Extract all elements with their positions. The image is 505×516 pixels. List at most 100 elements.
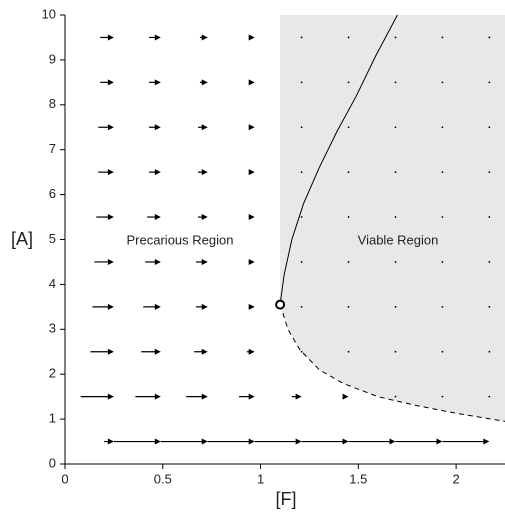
vector-dot	[394, 126, 397, 129]
vector	[441, 395, 444, 398]
vector-head	[248, 303, 255, 310]
x-tick-label: 1.5	[349, 471, 367, 486]
y-tick-label: 5	[49, 231, 56, 246]
vector	[394, 36, 397, 39]
vector-dot	[347, 350, 350, 353]
vector-head	[107, 169, 114, 176]
shade-layer	[280, 15, 505, 422]
vector-dot	[347, 81, 350, 84]
vector-head	[436, 438, 443, 445]
vector-dot	[394, 36, 397, 39]
vector	[342, 393, 349, 400]
vector	[248, 214, 255, 221]
vector	[199, 79, 208, 86]
vector-dot	[441, 395, 444, 398]
x-tick-label: 1	[257, 471, 264, 486]
vector	[347, 216, 350, 218]
vector	[442, 438, 490, 445]
vector	[488, 350, 491, 353]
vector	[348, 438, 396, 445]
y-axis-label: [A]	[11, 229, 33, 249]
vector	[291, 393, 302, 400]
vector-dot	[488, 305, 491, 308]
vector-dot	[488, 350, 491, 353]
vector	[186, 393, 208, 400]
vector	[248, 124, 255, 131]
vector	[394, 171, 397, 174]
vector	[488, 305, 491, 308]
vector-head	[201, 214, 208, 221]
vector-dot	[347, 171, 350, 174]
vector	[347, 350, 350, 353]
vector-dot	[441, 261, 444, 263]
vector	[488, 395, 491, 398]
x-tick-label: 2	[452, 471, 459, 486]
boundary-curve	[279, 304, 505, 422]
vector	[347, 171, 350, 174]
vector-head	[483, 438, 490, 445]
vector-dot	[300, 216, 303, 218]
vector	[394, 126, 397, 129]
vector	[488, 216, 491, 218]
vector-head	[154, 438, 161, 445]
vector	[100, 34, 114, 41]
vector-dot	[300, 126, 303, 129]
vector	[441, 36, 444, 39]
vector	[395, 438, 443, 445]
vector-dot	[488, 216, 491, 218]
viable-region	[280, 15, 505, 422]
vector-head	[248, 438, 255, 445]
vector-head	[248, 214, 255, 221]
vector-dot	[394, 216, 397, 218]
vector-dot	[347, 126, 350, 129]
vector-dot	[347, 36, 350, 39]
y-tick-label: 3	[49, 321, 56, 336]
vector-head	[107, 348, 114, 355]
vector-dot	[441, 305, 444, 308]
vector-head	[154, 393, 161, 400]
vector	[394, 305, 397, 308]
vector	[347, 261, 350, 263]
vector	[149, 124, 161, 131]
vector	[248, 258, 255, 265]
vector-dot	[441, 216, 444, 218]
y-tick-label: 10	[42, 6, 56, 21]
vector-head	[154, 303, 161, 310]
vector	[488, 36, 491, 39]
vector-dot	[394, 350, 397, 353]
vector	[300, 36, 303, 39]
vector-dot	[488, 395, 491, 398]
vector-head	[201, 393, 208, 400]
x-axis-label: [F]	[276, 489, 297, 509]
y-tick-label: 2	[49, 366, 56, 381]
vector	[394, 216, 397, 218]
vector	[197, 124, 208, 131]
vector-head	[248, 348, 255, 355]
y-tick-label: 8	[49, 96, 56, 111]
vector	[149, 169, 161, 176]
vector-head	[342, 393, 349, 400]
vector-dot	[488, 126, 491, 129]
vector-dot	[488, 261, 491, 263]
vector-head	[201, 169, 208, 176]
vector-head	[248, 124, 255, 131]
vector	[441, 171, 444, 174]
y-tick-label: 4	[49, 276, 56, 291]
vector	[207, 438, 255, 445]
vector-dot	[488, 36, 491, 39]
region-label: Viable Region	[358, 232, 439, 247]
vector-dot	[300, 350, 303, 353]
y-tick-label: 0	[49, 455, 56, 470]
vector	[347, 126, 350, 129]
vector-head	[107, 258, 114, 265]
vector	[300, 261, 303, 263]
vector	[254, 438, 302, 445]
vector-head	[107, 34, 114, 41]
vector	[197, 214, 208, 221]
vector	[98, 124, 114, 131]
vector-head	[107, 79, 114, 86]
vector-head	[295, 438, 302, 445]
vector	[96, 214, 114, 221]
